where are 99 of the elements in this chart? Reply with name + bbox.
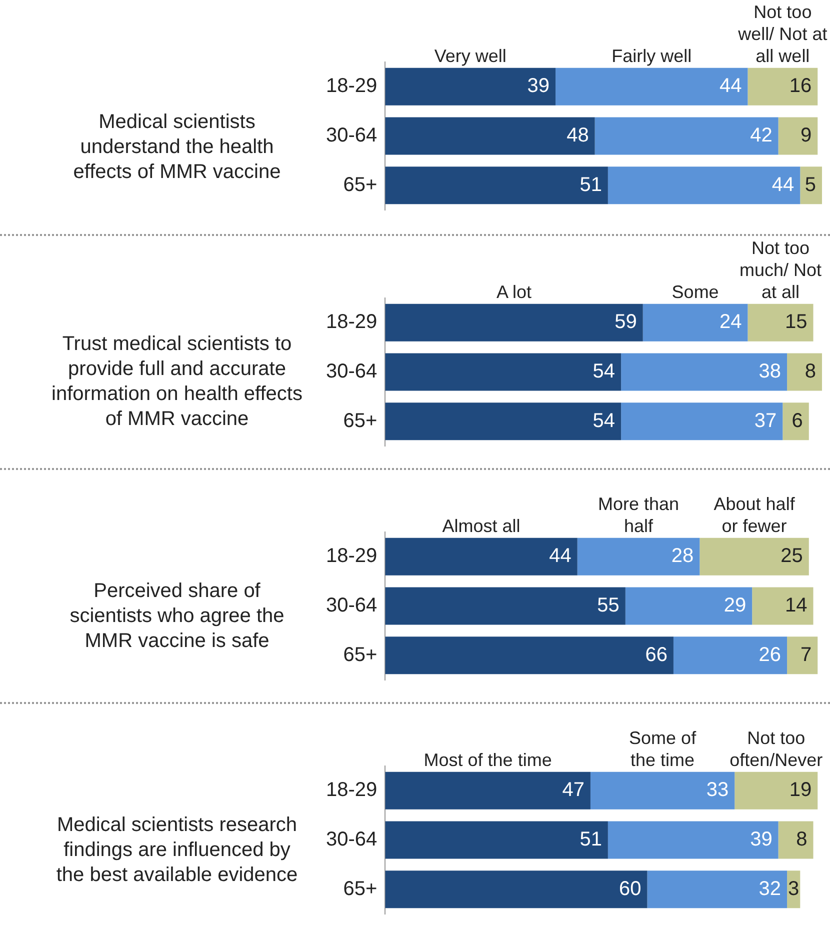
bar — [673, 636, 788, 674]
data-label: 19 — [789, 779, 812, 802]
data-label: 38 — [758, 360, 782, 383]
data-label: 15 — [785, 311, 808, 334]
bar — [608, 821, 778, 859]
series-label: Fairly well — [612, 46, 692, 66]
y-tick-label: 65+ — [343, 174, 378, 196]
data-label: 51 — [580, 828, 602, 851]
bar — [787, 353, 822, 391]
bar — [556, 68, 748, 106]
series-label: Most of the time — [424, 750, 552, 770]
series-label: Not too much/ Not at all — [739, 238, 822, 302]
data-label: 29 — [724, 594, 746, 617]
bar — [385, 636, 674, 674]
data-label: 8 — [796, 828, 808, 851]
data-label: 66 — [645, 644, 668, 666]
bar — [778, 821, 814, 859]
series-label: Almost all — [442, 516, 520, 536]
series-label: Some of the time — [629, 728, 698, 770]
bar — [778, 117, 818, 155]
bar — [748, 68, 818, 106]
data-label: 39 — [750, 828, 772, 851]
data-label: 16 — [789, 75, 812, 98]
bar — [800, 166, 822, 204]
bar — [385, 68, 556, 106]
data-label: 48 — [566, 124, 589, 147]
text: Medical scientists research findings are influenced by the best available evidence — [55, 812, 299, 888]
bar — [608, 166, 800, 204]
data-label: 32 — [758, 878, 782, 900]
data-label: 8 — [804, 360, 816, 383]
data-label: 59 — [614, 311, 637, 334]
data-label: 44 — [719, 75, 742, 98]
series-label: Very well — [434, 46, 506, 66]
data-label: 42 — [750, 124, 772, 147]
data-label: 44 — [772, 174, 794, 196]
bar — [385, 353, 622, 391]
data-label: 26 — [758, 644, 782, 666]
data-label: 5 — [804, 174, 816, 196]
data-label: 55 — [597, 594, 620, 617]
bar — [787, 636, 818, 674]
bar — [385, 402, 622, 440]
series-label: More than half — [598, 494, 680, 536]
series-label: A lot — [496, 282, 532, 302]
y-tick-label: 65+ — [343, 878, 378, 900]
bar — [385, 304, 643, 342]
series-label: Not too well/ Not at all well — [737, 2, 828, 66]
text: Perceived share of scientists who agree the MMR vaccine is safe — [68, 578, 286, 654]
bar — [385, 870, 648, 908]
bar — [385, 117, 595, 155]
data-label: 54 — [592, 410, 616, 432]
bar — [734, 772, 818, 810]
bar — [647, 870, 788, 908]
data-label: 44 — [549, 545, 572, 568]
y-tick-label: 30-64 — [326, 594, 378, 617]
data-label: 14 — [785, 594, 808, 617]
data-label: 25 — [780, 545, 803, 568]
y-tick-label: 65+ — [343, 644, 378, 666]
bar — [621, 402, 783, 440]
y-tick-label: 18-29 — [326, 779, 378, 802]
bar — [577, 538, 700, 576]
y-tick-label: 18-29 — [326, 75, 378, 98]
data-label: 28 — [671, 545, 694, 568]
bar — [385, 538, 578, 576]
data-label: 3 — [788, 878, 800, 900]
bar — [621, 353, 788, 391]
text: Trust medical scientists to provide full and accurate information on health effects of MMR vaccine — [50, 332, 304, 432]
bar — [385, 166, 608, 204]
y-tick-label: 30-64 — [326, 124, 378, 147]
data-label: 6 — [792, 410, 803, 432]
bar — [594, 117, 778, 155]
data-label: 24 — [719, 311, 742, 334]
bar — [642, 304, 748, 342]
bar — [385, 772, 590, 810]
text: Medical scientists understand the health effects of MMR vaccine — [72, 110, 282, 184]
series-label: Some — [672, 282, 719, 302]
data-label: 37 — [754, 410, 777, 432]
bar — [700, 538, 809, 576]
y-tick-label: 30-64 — [326, 360, 378, 383]
y-tick-label: 65+ — [343, 410, 378, 432]
bar — [752, 587, 814, 625]
data-label: 33 — [706, 779, 729, 802]
data-label: 54 — [592, 360, 616, 383]
bar — [385, 587, 626, 625]
y-tick-label: 18-29 — [326, 545, 378, 568]
data-label: 51 — [580, 174, 602, 196]
bar — [385, 821, 608, 859]
series-label: About half or fewer — [714, 494, 796, 536]
data-label: 7 — [800, 644, 812, 666]
data-label: 60 — [619, 878, 642, 900]
data-label: 9 — [800, 124, 812, 147]
y-tick-label: 18-29 — [326, 311, 378, 334]
bar — [782, 402, 809, 440]
series-label: Not too often/Never — [730, 728, 823, 770]
data-label: 47 — [562, 779, 584, 802]
y-tick-label: 30-64 — [326, 828, 378, 851]
bar — [748, 304, 814, 342]
bar — [590, 772, 735, 810]
data-label: 39 — [527, 75, 550, 98]
bar — [625, 587, 752, 625]
